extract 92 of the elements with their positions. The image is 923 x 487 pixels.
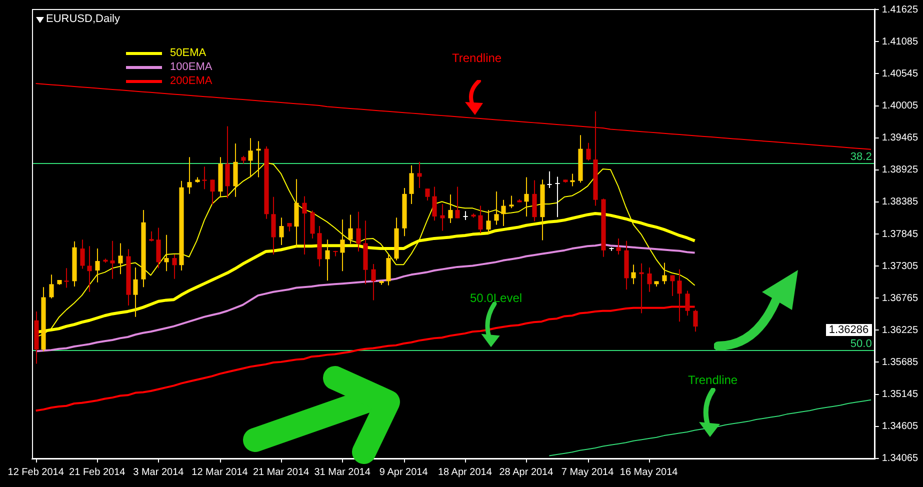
candlestick [432, 186, 437, 222]
candlestick [693, 309, 698, 332]
candlestick [87, 246, 92, 292]
candlestick [49, 274, 54, 299]
x-tick-label: 3 Mar 2014 [133, 466, 184, 478]
annotation: 1.36286 [826, 324, 872, 336]
y-tick-label: 1.40545 [882, 68, 918, 80]
y-tick-label: 1.40005 [882, 100, 918, 112]
y-tick-label: 1.36225 [882, 324, 918, 336]
candlestick [639, 262, 644, 314]
annotation: 38.2 [850, 151, 872, 164]
x-tick-label: 12 Feb 2014 [8, 466, 64, 478]
x-tick-label: 16 May 2014 [620, 466, 678, 478]
y-tick-label: 1.38925 [882, 164, 918, 176]
candlestick [586, 142, 591, 162]
candlestick [225, 126, 230, 199]
candlestick [279, 217, 284, 246]
legend-label: 100EMA [170, 61, 212, 73]
candlestick [417, 161, 422, 188]
candlestick [110, 240, 115, 280]
candlestick [248, 138, 253, 178]
candlestick [340, 218, 345, 272]
y-tick-label: 1.38385 [882, 196, 918, 208]
candlestick [455, 186, 460, 219]
candlestick [494, 191, 499, 226]
x-tick-label: 9 Apr 2014 [379, 466, 428, 478]
y-tick-label: 1.35685 [882, 356, 918, 368]
candlestick [133, 267, 138, 318]
candlestick [409, 164, 414, 205]
y-tick-label: 1.36765 [882, 292, 918, 304]
candlestick [448, 194, 453, 224]
annotation: Trendline [452, 51, 502, 65]
candlestick [524, 176, 529, 217]
candlestick [478, 205, 483, 234]
candlestick [647, 267, 652, 292]
candlestick [271, 196, 276, 255]
candlestick [486, 209, 491, 234]
candlestick [631, 264, 636, 285]
candlestick [187, 156, 192, 194]
candlestick [294, 178, 299, 248]
x-tick-label: 7 May 2014 [561, 466, 614, 478]
annotation: 50.0 [850, 338, 872, 350]
candlestick [149, 230, 154, 242]
candlestick [677, 268, 682, 322]
candlestick [325, 239, 330, 282]
candlestick [616, 238, 621, 255]
candlestick [685, 290, 690, 316]
candlestick [164, 234, 169, 272]
candlestick [80, 239, 85, 270]
x-tick-label: 18 Apr 2014 [438, 466, 492, 478]
candlestick [554, 176, 560, 218]
candlestick [371, 263, 376, 301]
y-tick-label: 1.37305 [882, 260, 918, 272]
candlestick [202, 166, 207, 190]
y-tick-label: 1.41625 [882, 4, 918, 16]
annotation: 50.0Level [470, 291, 522, 305]
x-tick-label: 12 Mar 2014 [192, 466, 248, 478]
y-tick-label: 1.34065 [882, 453, 918, 464]
x-tick-label: 28 Apr 2014 [499, 466, 554, 478]
candlestick [662, 262, 667, 285]
y-tick-label: 1.37845 [882, 228, 918, 240]
candlestick [256, 140, 261, 178]
candlestick [172, 254, 177, 280]
candlestick [509, 195, 514, 209]
candlestick [210, 179, 215, 206]
x-tick-label: 21 Feb 2014 [69, 466, 126, 478]
candlestick [501, 199, 506, 226]
candlestick [95, 248, 100, 283]
candlestick [156, 227, 161, 269]
candlestick [348, 214, 353, 244]
x-tick-label: 31 Mar 2014 [314, 466, 371, 478]
candlestick [440, 204, 445, 232]
candlestick [546, 170, 552, 188]
legend-label: 50EMA [170, 47, 206, 59]
candlestick [670, 274, 675, 297]
chart-title: EURUSD,Daily [46, 13, 120, 25]
y-tick-label: 1.41085 [882, 36, 918, 48]
x-tick-label: 21 Mar 2014 [252, 466, 310, 478]
y-tick-label: 1.35145 [882, 389, 918, 400]
candlestick [356, 211, 361, 252]
candlestick [386, 254, 391, 286]
candlestick [64, 268, 69, 288]
candlestick [310, 210, 315, 239]
candlestick [532, 180, 537, 222]
candlestick [425, 188, 430, 201]
legend-label: 200EMA [170, 75, 212, 87]
annotation: Trendline [688, 373, 738, 387]
y-tick-label: 1.34605 [882, 421, 918, 432]
candlestick [570, 173, 575, 187]
candlestick [302, 196, 307, 255]
candlestick [118, 242, 123, 275]
y-tick-label: 1.39465 [882, 132, 918, 144]
